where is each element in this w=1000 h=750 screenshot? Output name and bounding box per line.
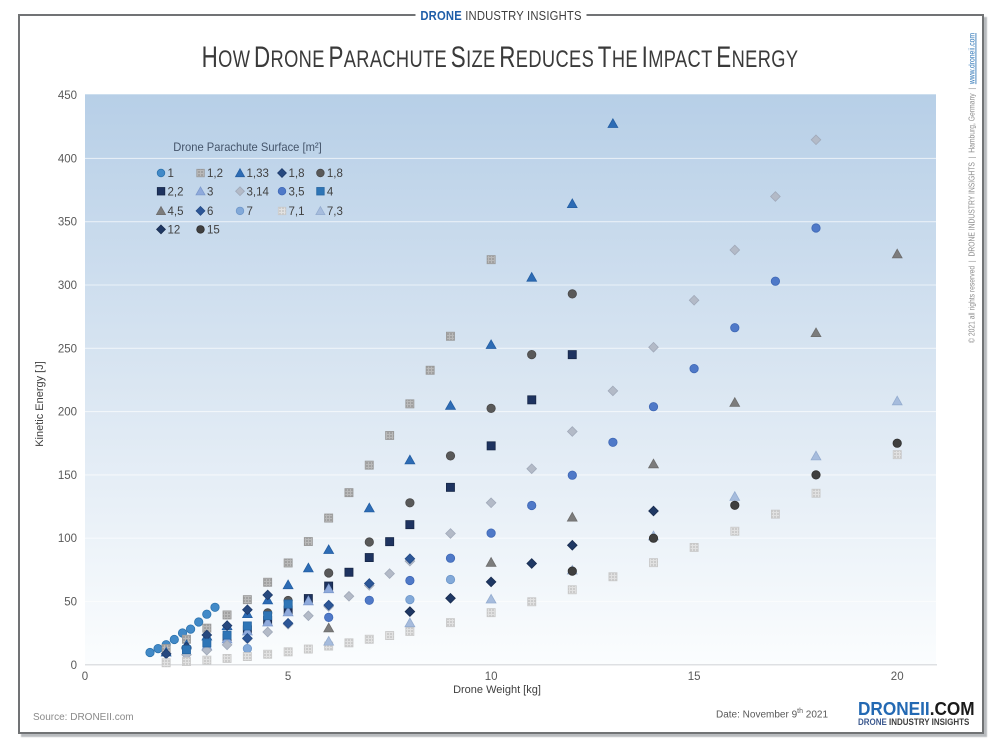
svg-text:© 2021 all rights reserved |: © 2021 all rights reserved | DRONE INDUS… bbox=[967, 33, 977, 343]
svg-text:Drone Weight [kg]: Drone Weight [kg] bbox=[453, 684, 541, 696]
svg-text:3,14: 3,14 bbox=[247, 186, 270, 198]
svg-text:1,2: 1,2 bbox=[207, 168, 223, 180]
svg-text:50: 50 bbox=[64, 597, 77, 609]
svg-text:0: 0 bbox=[71, 660, 77, 672]
svg-text:400: 400 bbox=[58, 153, 77, 165]
svg-text:3,5: 3,5 bbox=[289, 186, 305, 198]
svg-text:15: 15 bbox=[688, 671, 701, 683]
svg-text:7: 7 bbox=[247, 206, 253, 218]
svg-text:250: 250 bbox=[58, 343, 77, 355]
svg-text:100: 100 bbox=[58, 533, 77, 545]
svg-text:5: 5 bbox=[285, 671, 291, 683]
svg-text:1,33: 1,33 bbox=[247, 168, 269, 180]
svg-text:1,8: 1,8 bbox=[327, 168, 343, 180]
svg-text:7,1: 7,1 bbox=[289, 206, 305, 218]
svg-text:1,8: 1,8 bbox=[289, 168, 305, 180]
svg-text:300: 300 bbox=[58, 280, 77, 292]
svg-text:150: 150 bbox=[58, 470, 77, 482]
svg-text:450: 450 bbox=[58, 90, 77, 102]
svg-text:4: 4 bbox=[327, 186, 334, 198]
svg-text:6: 6 bbox=[207, 206, 213, 218]
svg-text:1: 1 bbox=[168, 168, 174, 180]
svg-text:7,3: 7,3 bbox=[327, 206, 343, 218]
svg-text:2,2: 2,2 bbox=[168, 186, 184, 198]
svg-text:0: 0 bbox=[82, 671, 88, 683]
svg-text:10: 10 bbox=[485, 671, 498, 683]
svg-text:Kinetic Energy [J]: Kinetic Energy [J] bbox=[34, 361, 46, 447]
svg-text:200: 200 bbox=[58, 407, 77, 419]
svg-text:20: 20 bbox=[891, 671, 904, 683]
svg-text:Drone Parachute Surface [m²]: Drone Parachute Surface [m²] bbox=[173, 140, 322, 154]
svg-text:3: 3 bbox=[207, 186, 213, 198]
svg-text:15: 15 bbox=[207, 225, 220, 237]
svg-text:350: 350 bbox=[58, 217, 77, 229]
svg-text:12: 12 bbox=[168, 225, 181, 237]
svg-text:4,5: 4,5 bbox=[168, 206, 184, 218]
